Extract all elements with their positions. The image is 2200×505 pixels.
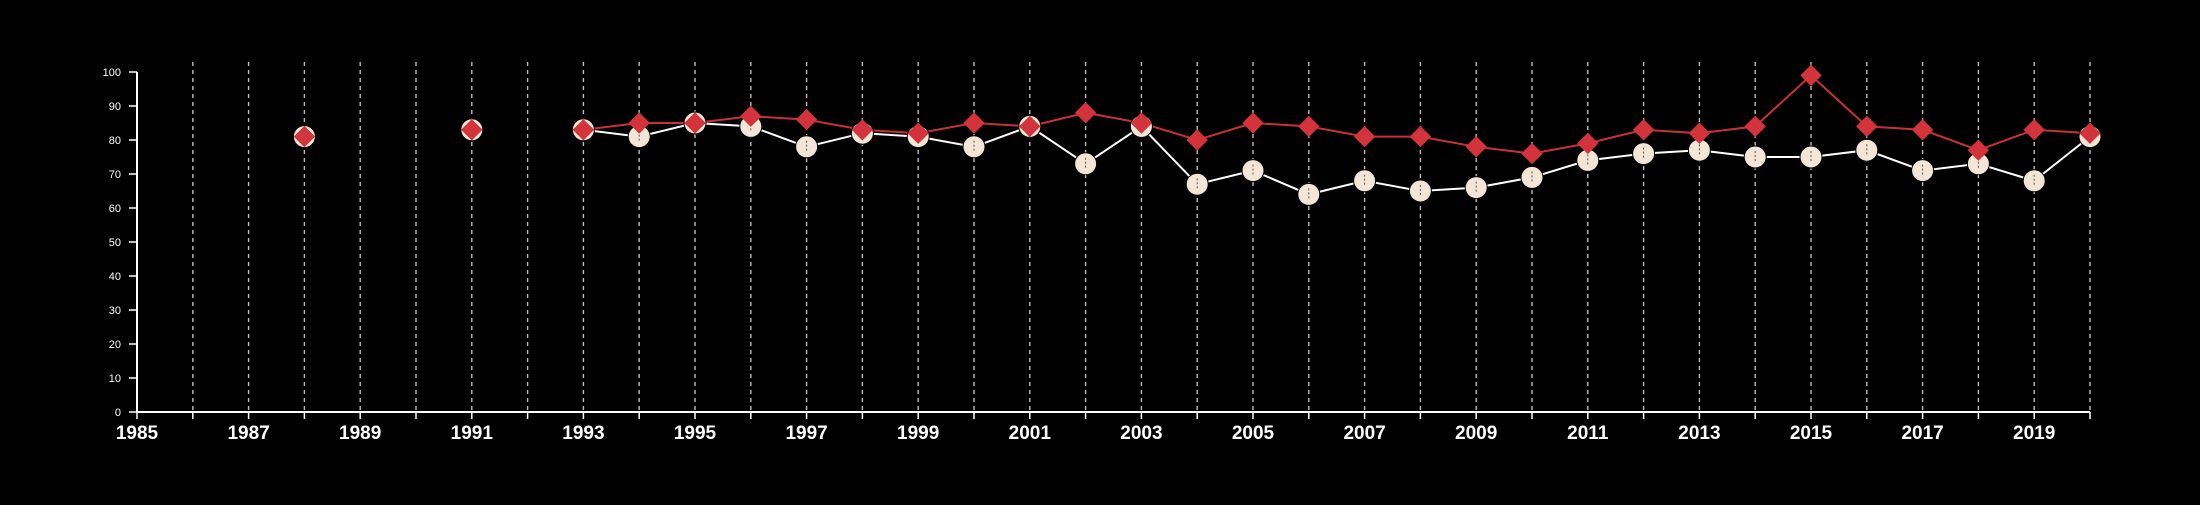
diamond-point bbox=[1298, 115, 1320, 138]
diamond-point bbox=[293, 125, 316, 148]
series-circle-line bbox=[583, 121, 2091, 196]
diamond-point bbox=[1242, 112, 1264, 134]
diamond-point bbox=[1186, 129, 1208, 151]
axes-layer: 0 10 20 30 40 50 60 70 80 90 100 1985 1987 1989 1991 19… bbox=[103, 67, 2091, 444]
x-tick-label: 1997 bbox=[785, 423, 827, 444]
diamond-point bbox=[1409, 125, 1432, 148]
diamond-point bbox=[2079, 122, 2101, 144]
diamond-point bbox=[1465, 136, 1487, 158]
diamond-point bbox=[1744, 115, 1766, 138]
x-tick-label: 2007 bbox=[1343, 423, 1385, 444]
y-tick-label: 100 bbox=[103, 67, 121, 79]
x-tick-label: 1999 bbox=[897, 423, 939, 444]
y-tick-label: 60 bbox=[109, 203, 121, 215]
diamond-point bbox=[1911, 119, 1934, 141]
diamond-point bbox=[1856, 115, 1878, 138]
y-tick-label: 30 bbox=[109, 305, 121, 317]
diamond-point bbox=[1130, 112, 1153, 134]
series-diamond-line bbox=[583, 74, 2091, 155]
y-tick-label: 40 bbox=[109, 271, 121, 283]
x-tick-label: 1989 bbox=[339, 423, 381, 444]
diamond-point bbox=[628, 112, 650, 134]
x-tick-label: 2009 bbox=[1455, 423, 1497, 444]
y-tick-label: 70 bbox=[109, 169, 121, 181]
diamond-point bbox=[1632, 119, 1655, 141]
diamond-point bbox=[461, 119, 483, 141]
diamond-point bbox=[795, 108, 818, 131]
x-tick-label: 1991 bbox=[451, 423, 494, 444]
diamond-point bbox=[851, 119, 874, 141]
x-tick-label: 1985 bbox=[116, 423, 159, 444]
x-tick-label: 1995 bbox=[674, 423, 717, 444]
x-tick-label: 2011 bbox=[1567, 423, 1609, 444]
diamond-point bbox=[1688, 122, 1711, 144]
diamond-point bbox=[963, 112, 985, 134]
x-tick-label: 2017 bbox=[1901, 423, 1943, 444]
x-tick-label: 1987 bbox=[227, 423, 269, 444]
y-tick-label: 80 bbox=[109, 135, 121, 147]
diamond-point bbox=[1967, 139, 1990, 161]
diamond-point bbox=[1353, 125, 1376, 148]
diamond-point bbox=[1521, 142, 1543, 165]
diamond-point bbox=[2023, 119, 2045, 141]
series-layer bbox=[292, 64, 2102, 206]
x-tick-label: 2019 bbox=[2013, 423, 2055, 444]
x-tick-label: 2001 bbox=[1009, 423, 1052, 444]
diamond-point bbox=[740, 105, 762, 127]
y-tick-label: 50 bbox=[109, 237, 121, 249]
y-tick-label: 10 bbox=[109, 373, 121, 385]
x-tick-label: 2013 bbox=[1678, 423, 1720, 444]
diamond-point bbox=[572, 119, 595, 141]
x-tick-label: 2015 bbox=[1790, 423, 1833, 444]
y-tick-label: 90 bbox=[109, 101, 121, 113]
x-tick-label: 1993 bbox=[562, 423, 604, 444]
diamond-point bbox=[1800, 64, 1822, 87]
diamond-point bbox=[1577, 132, 1599, 155]
x-tick-label: 2003 bbox=[1120, 423, 1162, 444]
diamond-point bbox=[1019, 115, 1041, 138]
diamond-point bbox=[907, 122, 929, 144]
y-tick-label: 0 bbox=[115, 407, 121, 419]
diamond-point bbox=[684, 112, 706, 134]
diamond-point bbox=[1074, 102, 1097, 124]
y-tick-label: 20 bbox=[109, 339, 121, 351]
x-tick-label: 2005 bbox=[1232, 423, 1275, 444]
